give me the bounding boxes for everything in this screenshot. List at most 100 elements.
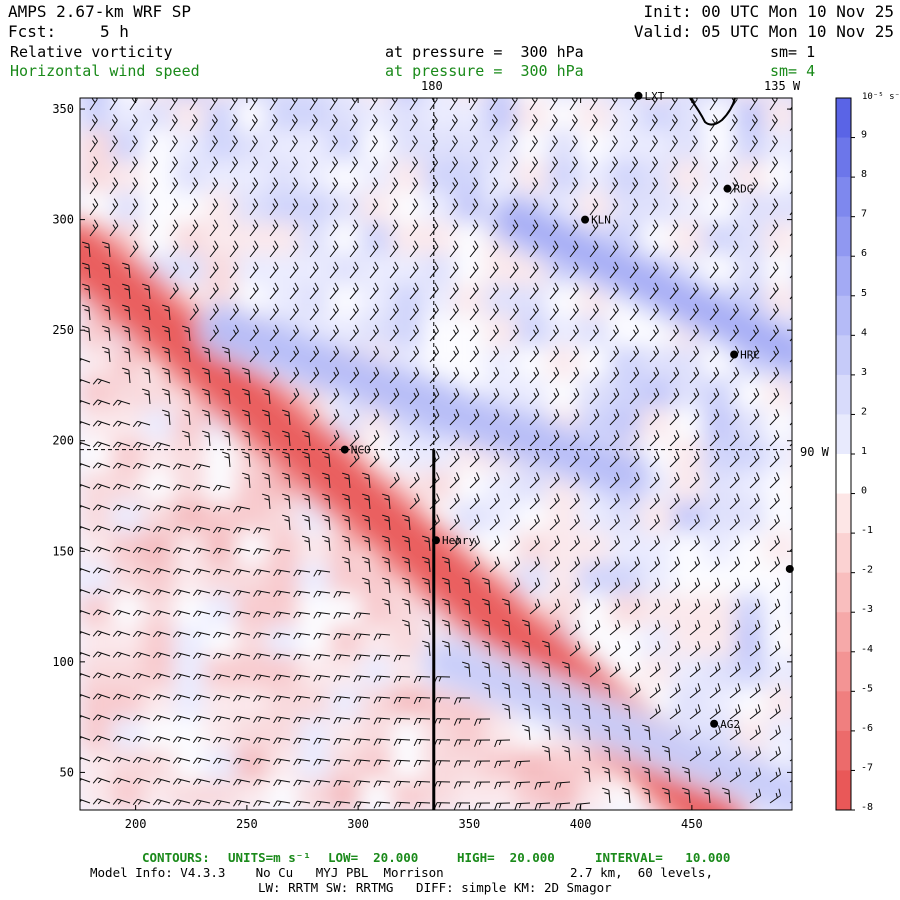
field-cell xyxy=(360,252,393,285)
wind-barb xyxy=(152,568,171,575)
wind-barb xyxy=(709,451,720,468)
wind-barb xyxy=(769,767,782,783)
wind-barb xyxy=(409,177,419,195)
wind-barb xyxy=(749,177,759,195)
field-cell xyxy=(173,531,206,564)
wind-barb xyxy=(209,177,219,195)
wind-barb xyxy=(669,556,681,573)
field-cell xyxy=(204,748,237,781)
wind-barb xyxy=(769,303,779,321)
field-cell xyxy=(142,128,175,161)
wind-barb xyxy=(152,589,171,596)
wind-barb xyxy=(569,387,580,405)
field-cell xyxy=(703,531,736,564)
wind-barb xyxy=(132,693,151,701)
wind-barb xyxy=(729,767,742,783)
wind-barb xyxy=(233,589,251,597)
wind-barb xyxy=(309,387,320,405)
field-cell xyxy=(204,717,237,750)
field-cell xyxy=(80,531,113,564)
wind-barb xyxy=(269,114,278,132)
wind-barb xyxy=(529,240,539,258)
station-marker: RDG xyxy=(723,183,753,196)
wind-barb xyxy=(362,556,371,573)
lon-label-180: 180 xyxy=(421,79,443,93)
wind-barb xyxy=(249,240,259,258)
wind-barb xyxy=(393,717,411,725)
wind-barb xyxy=(529,514,540,531)
wind-barb xyxy=(709,535,721,552)
field-cell xyxy=(266,190,300,223)
field-cell xyxy=(453,717,486,750)
wind-barb xyxy=(489,303,499,321)
wind-barb xyxy=(262,409,271,426)
wind-barb xyxy=(202,409,211,426)
wind-barb xyxy=(629,261,639,279)
wind-barb xyxy=(112,735,131,742)
wind-barb xyxy=(462,577,471,594)
field-cell xyxy=(80,128,113,161)
wind-barb xyxy=(522,640,531,657)
wind-barb xyxy=(112,462,131,469)
field-cell xyxy=(235,98,268,130)
wind-barb xyxy=(249,282,259,300)
wind-barb xyxy=(729,303,739,321)
wind-barb xyxy=(82,283,91,300)
wind-barb xyxy=(589,514,600,531)
colorbar-swatch xyxy=(836,335,851,376)
colorbar-tick-label: 3 xyxy=(861,367,867,378)
wind-barb xyxy=(622,787,631,804)
colorbar-swatch xyxy=(836,533,851,574)
field-cell xyxy=(266,98,300,99)
wind-barb xyxy=(369,451,380,468)
wind-barb xyxy=(529,577,541,594)
wind-barb xyxy=(549,387,560,405)
field-cell xyxy=(360,686,393,719)
wind-barb xyxy=(689,746,701,762)
wind-barb xyxy=(729,493,740,510)
wind-barb xyxy=(689,535,701,552)
field-cell xyxy=(422,128,455,161)
station-marker: Henry xyxy=(432,534,475,547)
wind-barb xyxy=(369,303,379,321)
field1-level: at pressure = 300 hPa xyxy=(385,43,584,61)
wind-barb xyxy=(249,114,258,132)
wind-barb xyxy=(82,262,91,279)
wind-barb xyxy=(313,737,331,745)
wind-barb xyxy=(213,505,231,513)
wind-barb xyxy=(349,345,360,363)
wind-barb xyxy=(253,548,271,555)
wind-barb xyxy=(89,219,99,237)
wind-barb xyxy=(289,282,299,300)
wind-barb xyxy=(789,211,792,216)
wind-barb xyxy=(649,219,659,237)
wind-barb xyxy=(749,662,761,678)
wind-barb xyxy=(589,219,599,237)
wind-barb xyxy=(729,177,739,195)
wind-barb xyxy=(549,135,558,153)
field-cell xyxy=(703,500,736,533)
wind-barb xyxy=(669,640,681,657)
wind-barb xyxy=(702,787,711,804)
wind-barb xyxy=(213,736,231,744)
wind-barb xyxy=(649,577,661,594)
field-cell xyxy=(111,779,144,810)
field-cell xyxy=(329,624,362,657)
wind-barb xyxy=(253,569,271,576)
field-cell xyxy=(703,221,736,254)
wind-barb xyxy=(213,673,231,681)
field-cell xyxy=(204,624,237,657)
wind-barb xyxy=(729,409,740,426)
wind-barb xyxy=(172,673,191,680)
wind-barb xyxy=(92,525,111,532)
field-cell xyxy=(391,624,424,657)
wind-barb xyxy=(309,156,319,174)
wind-barb xyxy=(109,135,118,153)
field-cell xyxy=(360,314,393,347)
wind-barb xyxy=(522,703,531,720)
wind-barb xyxy=(333,717,351,724)
field-cell xyxy=(671,500,704,533)
field-cell xyxy=(765,717,792,750)
wind-barb xyxy=(353,612,371,620)
wind-barb xyxy=(789,98,792,111)
